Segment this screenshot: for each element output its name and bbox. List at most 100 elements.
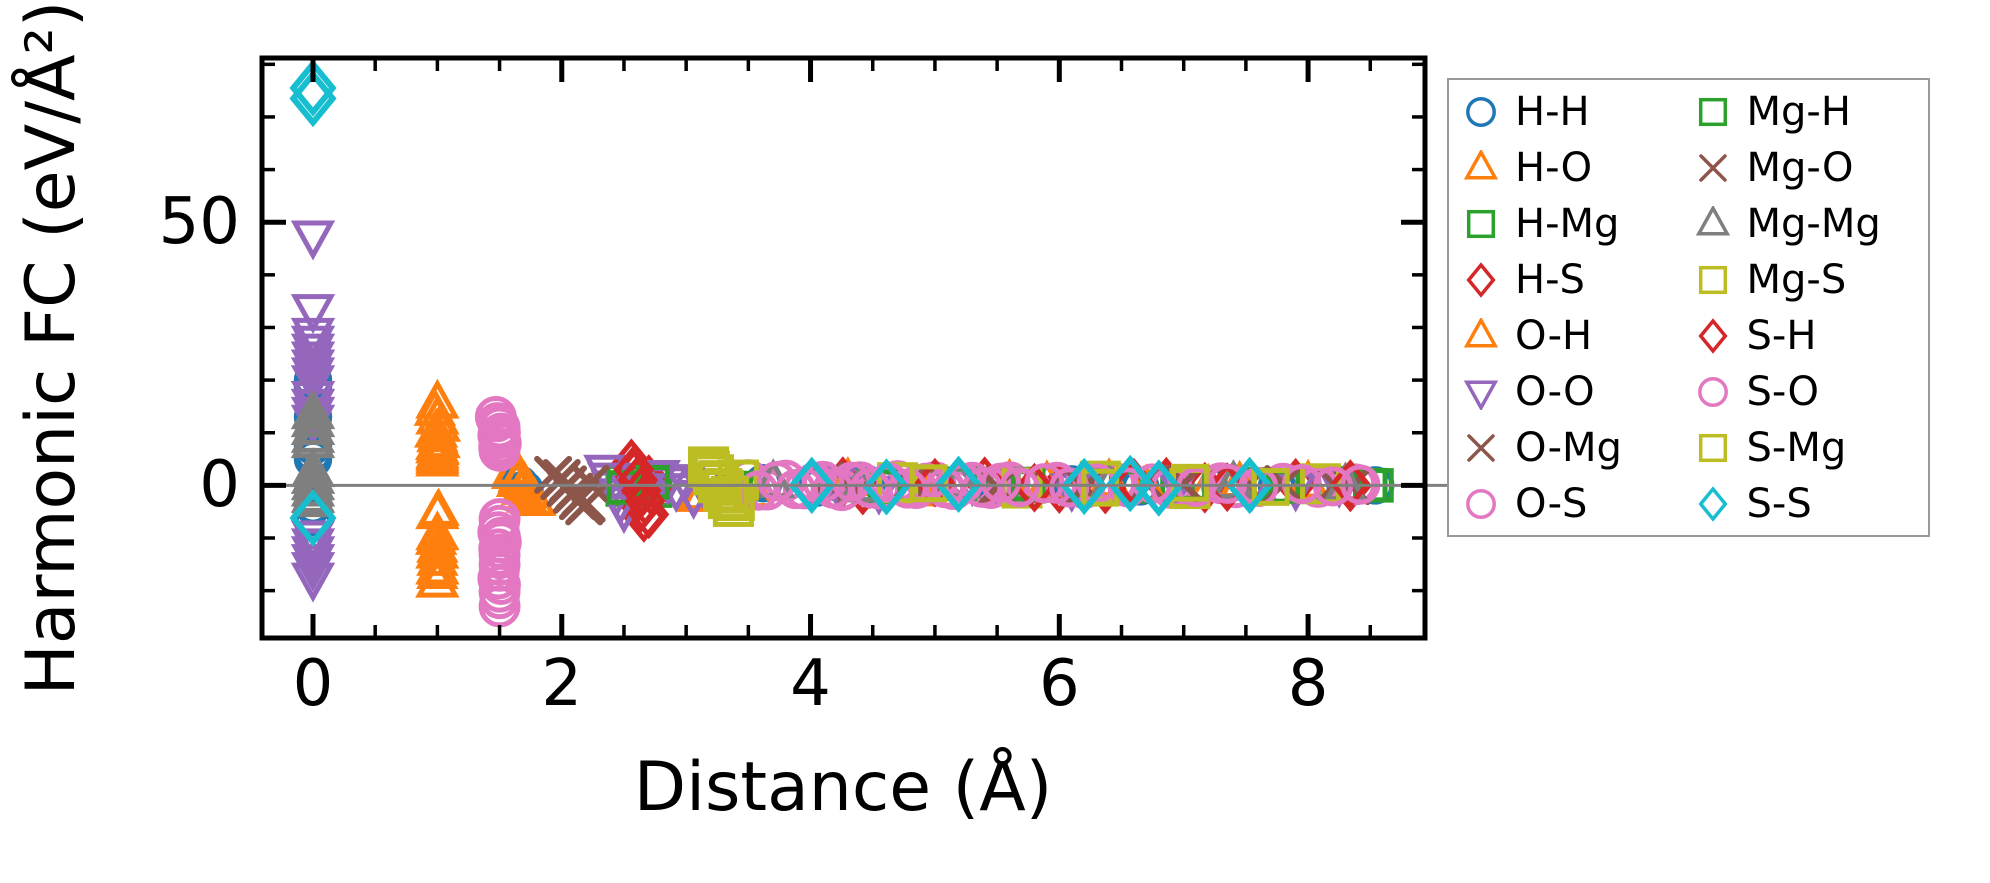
square-glyph	[1698, 433, 1727, 462]
data-point	[1463, 149, 1499, 180]
circle-marker-icon	[1463, 94, 1499, 130]
legend-label: O-Mg	[1515, 424, 1622, 471]
data-point	[414, 516, 458, 555]
circle-marker-icon	[1463, 486, 1499, 522]
data-point	[415, 544, 460, 585]
data-point	[1135, 459, 1183, 517]
triangle-up-marker-icon	[1463, 317, 1499, 354]
data-point	[1698, 153, 1727, 182]
legend-item-s-h: S-H	[1695, 308, 1929, 364]
diamond-marker-icon	[1695, 317, 1731, 354]
data-point	[1466, 261, 1496, 298]
data-point	[1329, 459, 1371, 509]
legend-item-h-o: H-O	[1463, 140, 1689, 196]
data-point	[1466, 209, 1496, 238]
triangle-up-glyph	[1695, 205, 1730, 236]
data-point	[289, 59, 337, 117]
legend-label: H-H	[1515, 88, 1590, 135]
legend-item-o-mg: O-Mg	[1463, 420, 1689, 476]
square-marker-icon	[1695, 94, 1731, 130]
x-axis-label: Distance (Å)	[633, 748, 1053, 827]
legend-label: S-S	[1746, 480, 1812, 527]
data-point	[1207, 463, 1248, 504]
square-glyph	[1466, 209, 1496, 238]
square-marker-icon	[1695, 262, 1731, 298]
circle-marker-icon	[1695, 374, 1731, 410]
data-point	[567, 484, 606, 523]
axis-ticks	[262, 58, 1425, 638]
data-point	[289, 489, 337, 547]
legend-item-o-o: O-O	[1463, 364, 1689, 420]
circle-glyph	[1466, 488, 1496, 519]
data-point	[416, 433, 459, 473]
legend-item-h-s: H-S	[1463, 252, 1689, 308]
x-glyph	[1467, 433, 1495, 462]
legend-label: Mg-Mg	[1746, 200, 1881, 247]
data-point	[290, 397, 336, 438]
legend-item-s-mg: S-Mg	[1695, 420, 1929, 476]
triangle-down-glyph	[1463, 379, 1499, 410]
legend-item-s-s: S-S	[1695, 476, 1929, 532]
circle-glyph	[1466, 96, 1496, 127]
legend-item-h-h: H-H	[1463, 84, 1689, 140]
data-point	[415, 557, 460, 598]
data-point	[624, 476, 666, 527]
data-point	[628, 489, 670, 540]
data-point	[862, 458, 910, 516]
data-point	[416, 550, 459, 590]
triangle-up-glyph	[1463, 317, 1499, 348]
data-point	[416, 413, 459, 453]
legend-label: Mg-H	[1746, 88, 1851, 135]
data-point	[1698, 433, 1727, 462]
legend-item-mg-mg: Mg-Mg	[1695, 196, 1929, 252]
square-glyph	[1698, 265, 1727, 294]
triangle-down-marker-icon	[1463, 374, 1499, 410]
square-marker-icon	[1695, 430, 1731, 466]
data-series-layer	[289, 59, 1395, 628]
legend-label: Mg-O	[1746, 144, 1854, 191]
legend-label: S-O	[1746, 368, 1819, 415]
legend-item-mg-s: Mg-S	[1695, 252, 1929, 308]
data-point	[290, 562, 336, 603]
legend-item-o-s: O-S	[1463, 476, 1689, 532]
diamond-glyph	[1697, 485, 1728, 522]
diamond-glyph	[1466, 261, 1496, 298]
data-point	[1463, 317, 1499, 348]
data-point	[620, 465, 662, 516]
legend-label: H-S	[1515, 256, 1585, 303]
legend-label: O-S	[1515, 480, 1588, 527]
legend-label: S-Mg	[1746, 424, 1847, 471]
triangle-up-glyph	[1463, 149, 1499, 180]
data-point	[290, 477, 336, 518]
data-point	[710, 475, 749, 514]
data-point	[289, 69, 337, 128]
diamond-glyph	[1697, 317, 1728, 354]
data-point	[480, 564, 521, 605]
data-point	[1698, 97, 1727, 126]
data-point	[934, 455, 983, 514]
legend: H-H H-O H-Mg H-S O-H O-O O-Mg O-S Mg-H M…	[1447, 78, 1930, 537]
legend-label: H-O	[1515, 144, 1593, 191]
series-s-s	[289, 59, 1274, 547]
data-point	[479, 538, 520, 580]
legend-item-h-mg: H-Mg	[1463, 196, 1689, 252]
data-point	[617, 455, 659, 506]
data-point	[1226, 456, 1274, 515]
data-point	[999, 467, 1040, 508]
data-point	[479, 578, 520, 620]
data-point	[1697, 317, 1728, 354]
square-marker-icon	[1463, 206, 1499, 242]
x-marker-icon	[1463, 430, 1499, 466]
y-axis-label: Harmonic FC (eV/Å²)	[12, 0, 91, 696]
circle-glyph	[1697, 376, 1728, 407]
data-point	[1060, 457, 1108, 516]
plot-frame	[259, 55, 1428, 641]
legend-label: S-H	[1746, 312, 1817, 359]
data-point	[1698, 265, 1727, 294]
data-point	[1697, 376, 1728, 407]
data-point	[1049, 467, 1090, 508]
data-point	[416, 537, 459, 576]
data-point	[980, 462, 1021, 503]
